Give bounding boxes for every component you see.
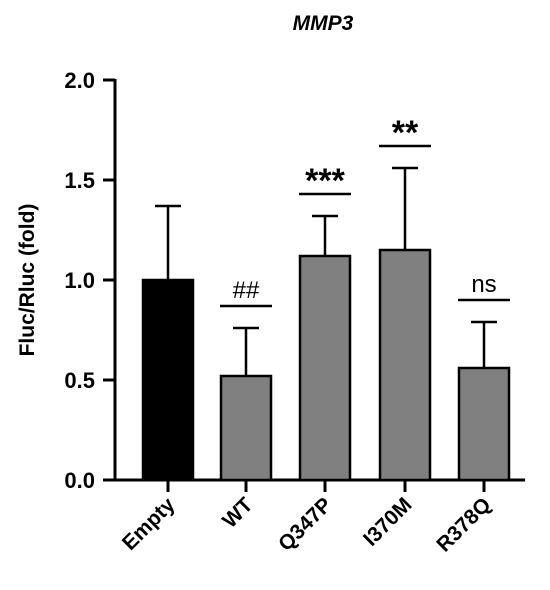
bar bbox=[378, 248, 432, 482]
y-tick-label: 0.5 bbox=[64, 368, 95, 393]
x-tick-label: Empty bbox=[118, 493, 180, 555]
y-tick-label: 2.0 bbox=[64, 68, 95, 93]
significance-label: ## bbox=[233, 277, 260, 304]
significance-label: ** bbox=[392, 114, 419, 152]
y-tick-label: 1.5 bbox=[64, 168, 95, 193]
y-tick-label: 1.0 bbox=[64, 268, 95, 293]
bar bbox=[298, 254, 352, 482]
bar bbox=[141, 278, 195, 482]
x-tick-label: R378Q bbox=[432, 493, 495, 556]
y-tick-label: 0.0 bbox=[64, 468, 95, 493]
x-tick-label: I370M bbox=[359, 493, 417, 551]
plot-area: 0.0 0.5 1.0 1.5 2.0 Empty WT ## Q347P *** I370M ** R… bbox=[64, 68, 525, 557]
bar bbox=[219, 374, 273, 482]
significance-label: ns bbox=[471, 271, 496, 298]
significance-label: *** bbox=[305, 162, 345, 200]
chart-title: MMP3 bbox=[293, 12, 354, 35]
x-tick-label: WT bbox=[218, 493, 257, 532]
x-tick-label: Q347P bbox=[274, 493, 337, 556]
bar bbox=[457, 366, 511, 482]
y-axis-label: Fluc/Rluc (fold) bbox=[16, 204, 39, 357]
